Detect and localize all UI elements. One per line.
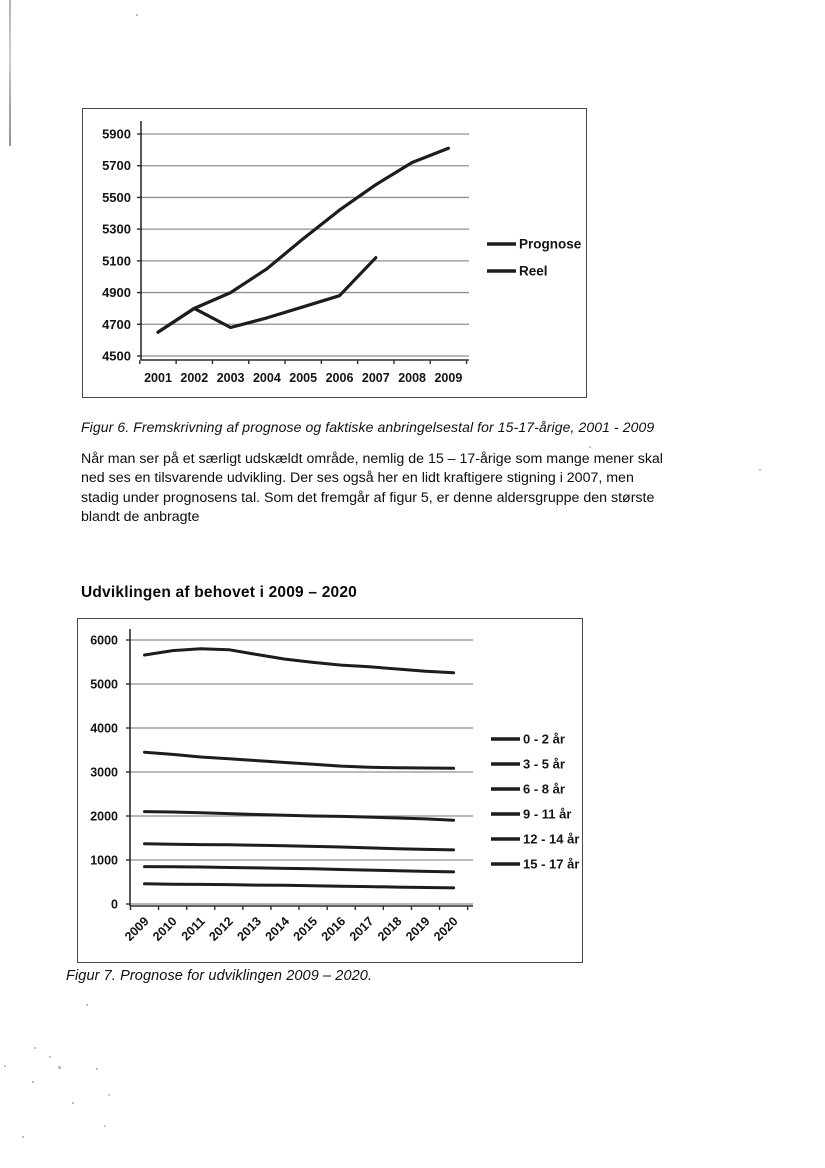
svg-text:4500: 4500 — [102, 349, 131, 364]
svg-text:4000: 4000 — [90, 722, 118, 736]
svg-text:2017: 2017 — [347, 914, 377, 944]
svg-text:6 - 8 år: 6 - 8 år — [523, 782, 565, 797]
svg-text:3000: 3000 — [90, 766, 118, 780]
svg-text:15 - 17 år: 15 - 17 år — [523, 857, 579, 872]
figure6-caption: Figur 6. Fremskrivning af prognose og fa… — [81, 419, 655, 435]
body-paragraph: Når man ser på et særligt udskældt områd… — [81, 451, 663, 526]
svg-text:4700: 4700 — [102, 317, 131, 332]
svg-text:2002: 2002 — [180, 371, 208, 385]
figure6-chart: 4500 4700 4900 5100 5300 5500 5700 5900 2001 2002… — [82, 108, 587, 398]
svg-text:5500: 5500 — [102, 190, 131, 205]
svg-text:Prognose: Prognose — [519, 237, 582, 252]
svg-text:2015: 2015 — [291, 914, 321, 944]
svg-text:5100: 5100 — [102, 253, 131, 268]
svg-text:2011: 2011 — [179, 914, 208, 943]
figure6-line-chart: 4500 4700 4900 5100 5300 5500 5700 5900 2001 2002… — [102, 121, 582, 385]
svg-text:9 - 11 år: 9 - 11 år — [523, 807, 571, 822]
svg-text:2019: 2019 — [403, 914, 433, 944]
svg-text:5700: 5700 — [102, 158, 131, 173]
svg-text:5300: 5300 — [102, 222, 131, 237]
svg-text:6000: 6000 — [90, 634, 118, 648]
svg-text:2012: 2012 — [206, 914, 236, 944]
svg-text:2016: 2016 — [319, 914, 349, 944]
svg-text:5000: 5000 — [90, 678, 118, 692]
svg-text:2007: 2007 — [362, 371, 390, 385]
svg-text:2020: 2020 — [431, 914, 461, 944]
svg-text:2005: 2005 — [289, 371, 317, 385]
svg-text:0 - 2 år: 0 - 2 år — [523, 732, 565, 747]
svg-text:2014: 2014 — [263, 914, 293, 944]
svg-text:0: 0 — [111, 898, 118, 912]
svg-text:2009: 2009 — [434, 371, 462, 385]
svg-text:2004: 2004 — [253, 371, 281, 385]
svg-text:2003: 2003 — [217, 371, 245, 385]
svg-text:2018: 2018 — [375, 914, 405, 944]
svg-text:2009: 2009 — [122, 914, 152, 944]
svg-text:Reel: Reel — [519, 264, 548, 279]
svg-text:2010: 2010 — [150, 914, 180, 944]
svg-text:2006: 2006 — [326, 371, 354, 385]
figure7-caption: Figur 7. Prognose for udviklingen 2009 –… — [66, 968, 373, 984]
svg-text:2000: 2000 — [90, 810, 118, 824]
svg-text:2013: 2013 — [234, 914, 264, 944]
section-heading: Udviklingen af behovet i 2009 – 2020 — [81, 584, 357, 601]
svg-text:5900: 5900 — [102, 127, 131, 142]
svg-text:3 - 5 år: 3 - 5 år — [523, 757, 565, 772]
svg-text:12 - 14 år: 12 - 14 år — [523, 832, 579, 847]
figure7-chart: 0 1000 2000 3000 4000 5000 6000 2009 2010 2011 201… — [77, 618, 583, 963]
svg-text:2001: 2001 — [144, 371, 172, 385]
svg-text:1000: 1000 — [90, 854, 118, 868]
svg-text:2008: 2008 — [398, 371, 426, 385]
scan-artifact-line — [9, 0, 11, 146]
svg-text:4900: 4900 — [102, 285, 131, 300]
